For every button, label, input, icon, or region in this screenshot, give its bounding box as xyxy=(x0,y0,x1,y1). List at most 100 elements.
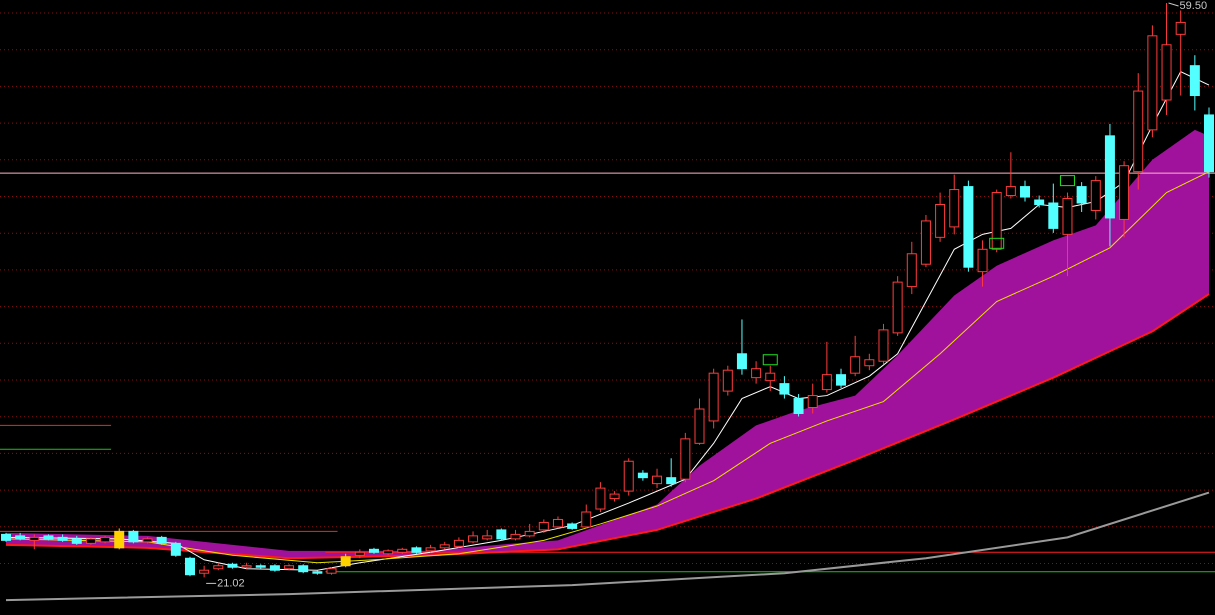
candle xyxy=(184,556,195,577)
candle xyxy=(595,482,606,513)
candle-body xyxy=(1161,44,1172,101)
candle xyxy=(326,567,337,575)
candle-body xyxy=(864,359,875,367)
candle-body xyxy=(1119,165,1130,220)
band-lower-line xyxy=(5,293,1210,560)
candle-body xyxy=(269,565,280,571)
candle-body xyxy=(751,368,762,379)
candle xyxy=(383,549,394,556)
candle xyxy=(241,562,252,569)
candle-body xyxy=(482,535,493,540)
candle xyxy=(567,522,578,530)
candle xyxy=(821,341,832,393)
candle xyxy=(227,562,238,569)
candle xyxy=(751,361,762,384)
candle-body xyxy=(43,535,54,540)
candle xyxy=(538,519,549,533)
candle-body xyxy=(227,563,238,568)
candle xyxy=(57,534,68,542)
candle-body xyxy=(736,353,747,370)
candle xyxy=(340,553,351,568)
candle-body xyxy=(255,565,266,568)
candle-body xyxy=(1133,90,1144,173)
candle xyxy=(482,529,493,541)
signal-marker xyxy=(762,354,778,366)
candle-body xyxy=(666,477,677,485)
candle-body xyxy=(779,383,790,395)
candle xyxy=(1204,107,1214,178)
candle-body xyxy=(878,329,889,362)
candle xyxy=(850,335,861,377)
candle-body xyxy=(354,551,365,556)
candle-body xyxy=(397,548,408,553)
candle-body xyxy=(1062,198,1073,235)
candle-body xyxy=(1175,21,1186,35)
candle xyxy=(736,319,747,375)
candle xyxy=(1133,73,1144,190)
candle-body xyxy=(977,248,988,273)
candle xyxy=(1076,182,1087,212)
low-label: 21.02 xyxy=(217,577,245,589)
candle-body xyxy=(199,569,210,574)
candle-body xyxy=(680,438,691,480)
candle xyxy=(156,535,167,545)
candle xyxy=(892,276,903,336)
candle-body xyxy=(567,523,578,529)
candle xyxy=(1034,195,1045,208)
candle-body xyxy=(496,529,507,540)
candle xyxy=(255,564,266,569)
candle-body xyxy=(368,548,379,553)
candle xyxy=(496,528,507,541)
candle-body xyxy=(100,536,111,543)
candle-body xyxy=(1020,186,1031,198)
candle xyxy=(977,240,988,287)
signal-marker xyxy=(989,237,1005,249)
candle xyxy=(114,528,125,550)
candle xyxy=(920,214,931,268)
candle xyxy=(680,432,691,483)
candle xyxy=(85,537,96,545)
candle-body xyxy=(963,186,974,268)
candle-body xyxy=(71,538,82,544)
candle xyxy=(1020,180,1031,202)
candle-body xyxy=(1034,199,1045,206)
candle xyxy=(128,529,139,544)
candle xyxy=(1189,55,1200,111)
candle-body xyxy=(213,565,224,570)
candle xyxy=(411,546,422,554)
candle-body xyxy=(29,536,40,541)
candle-body xyxy=(991,192,1002,250)
candle-body xyxy=(1048,202,1059,229)
candle xyxy=(793,394,804,417)
candle-body xyxy=(595,487,606,510)
candle xyxy=(1175,10,1186,96)
candle-body xyxy=(1189,65,1200,97)
candle-body xyxy=(538,521,549,531)
candle-body xyxy=(298,565,309,573)
candle-body xyxy=(609,493,620,500)
candle xyxy=(637,470,648,481)
candle xyxy=(468,531,479,544)
candle xyxy=(368,547,379,554)
candle xyxy=(312,570,323,575)
candle-body xyxy=(468,535,479,543)
candle-body xyxy=(340,556,351,567)
candle-body xyxy=(142,538,153,543)
candle xyxy=(581,504,592,529)
candle xyxy=(29,534,40,550)
candle xyxy=(694,398,705,445)
candle-body xyxy=(439,544,450,549)
candle-body xyxy=(708,372,719,422)
candle xyxy=(1147,25,1158,138)
candle-body xyxy=(383,550,394,555)
candle-body xyxy=(793,398,804,414)
candle-body xyxy=(552,518,563,528)
candle xyxy=(807,383,818,414)
candle xyxy=(524,523,535,538)
candle-body xyxy=(170,542,181,556)
candle xyxy=(1005,152,1016,199)
high-label: 59.50 xyxy=(1180,0,1208,12)
candle-body xyxy=(156,536,167,544)
